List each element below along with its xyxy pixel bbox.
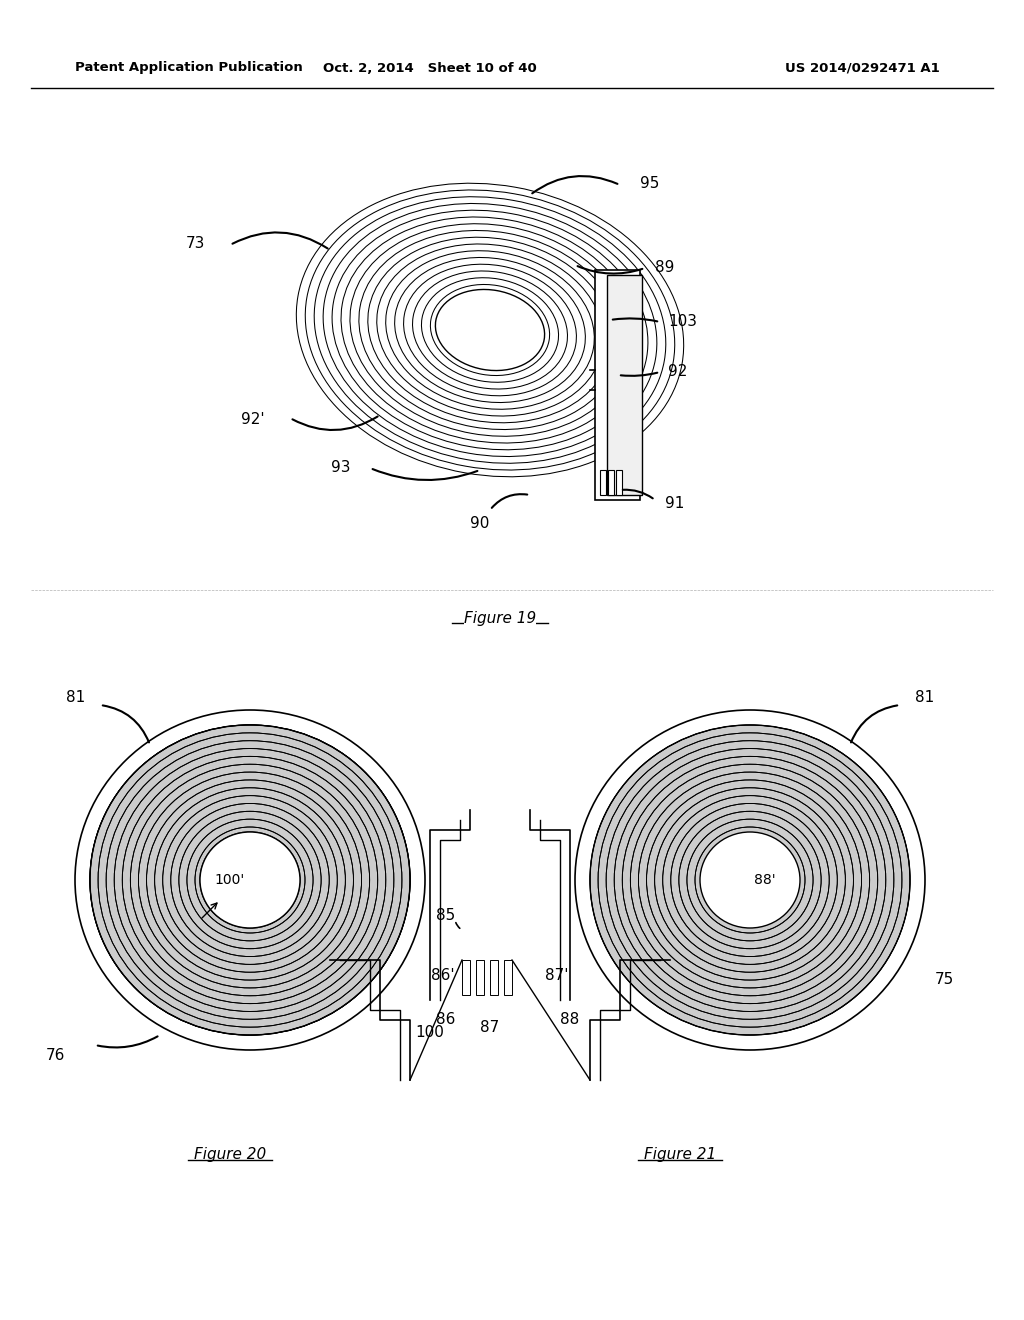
Text: 73: 73 — [185, 235, 205, 251]
Text: 95: 95 — [640, 176, 659, 190]
Text: Oct. 2, 2014   Sheet 10 of 40: Oct. 2, 2014 Sheet 10 of 40 — [324, 62, 537, 74]
Text: 92: 92 — [668, 363, 687, 379]
Text: 87': 87' — [545, 968, 568, 982]
Text: 88: 88 — [560, 1012, 580, 1027]
Ellipse shape — [700, 832, 800, 928]
Text: 93: 93 — [331, 461, 350, 475]
Text: 81: 81 — [915, 690, 934, 705]
Text: 90: 90 — [470, 516, 489, 531]
Text: 100': 100' — [215, 873, 245, 887]
Bar — [595, 271, 640, 500]
Bar — [476, 960, 484, 995]
Text: 91: 91 — [665, 496, 684, 511]
Ellipse shape — [90, 725, 410, 1035]
Bar — [462, 960, 470, 995]
Text: 100: 100 — [416, 1026, 444, 1040]
Ellipse shape — [435, 289, 545, 371]
Text: 89: 89 — [655, 260, 675, 275]
Bar — [616, 470, 622, 495]
Ellipse shape — [590, 725, 910, 1035]
Text: 85: 85 — [436, 908, 455, 923]
Ellipse shape — [575, 710, 925, 1049]
Ellipse shape — [90, 725, 410, 1035]
Bar — [607, 275, 642, 495]
Text: Figure 20: Figure 20 — [194, 1147, 266, 1163]
Text: 86': 86' — [431, 968, 455, 982]
Text: 92': 92' — [242, 412, 265, 428]
Text: 88': 88' — [755, 873, 776, 887]
Text: 103: 103 — [668, 314, 697, 329]
Text: 81: 81 — [66, 690, 85, 705]
Ellipse shape — [75, 710, 425, 1049]
Bar — [504, 960, 512, 995]
Text: 86: 86 — [435, 1012, 455, 1027]
Text: 76: 76 — [46, 1048, 65, 1063]
Bar — [490, 960, 498, 995]
Text: Figure 19: Figure 19 — [464, 610, 537, 626]
Text: Patent Application Publication: Patent Application Publication — [75, 62, 303, 74]
Text: 87: 87 — [480, 1020, 500, 1035]
Bar — [608, 470, 614, 495]
Bar — [600, 470, 606, 495]
Text: Figure 21: Figure 21 — [644, 1147, 716, 1163]
Text: 75: 75 — [935, 973, 954, 987]
Text: US 2014/0292471 A1: US 2014/0292471 A1 — [785, 62, 940, 74]
Ellipse shape — [200, 832, 300, 928]
